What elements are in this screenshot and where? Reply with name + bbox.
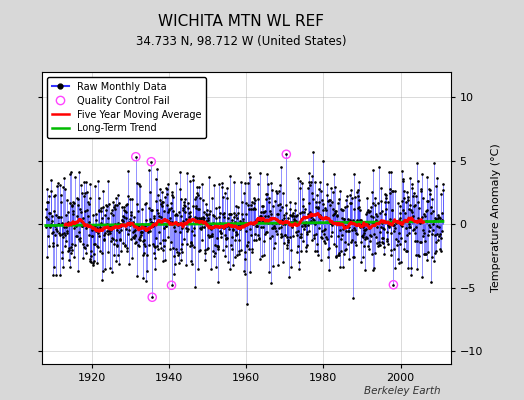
Point	[167, 282, 176, 288]
Text: 34.733 N, 98.712 W (United States): 34.733 N, 98.712 W (United States)	[136, 36, 346, 48]
Point	[132, 154, 140, 160]
Legend: Raw Monthly Data, Quality Control Fail, Five Year Moving Average, Long-Term Tren: Raw Monthly Data, Quality Control Fail, …	[47, 77, 206, 138]
Point	[282, 151, 290, 158]
Point	[389, 282, 398, 288]
Point	[148, 294, 156, 300]
Point	[147, 158, 156, 165]
Text: WICHITA MTN WL REF: WICHITA MTN WL REF	[158, 14, 324, 30]
Text: Berkeley Earth: Berkeley Earth	[364, 386, 440, 396]
Y-axis label: Temperature Anomaly (°C): Temperature Anomaly (°C)	[492, 144, 501, 292]
